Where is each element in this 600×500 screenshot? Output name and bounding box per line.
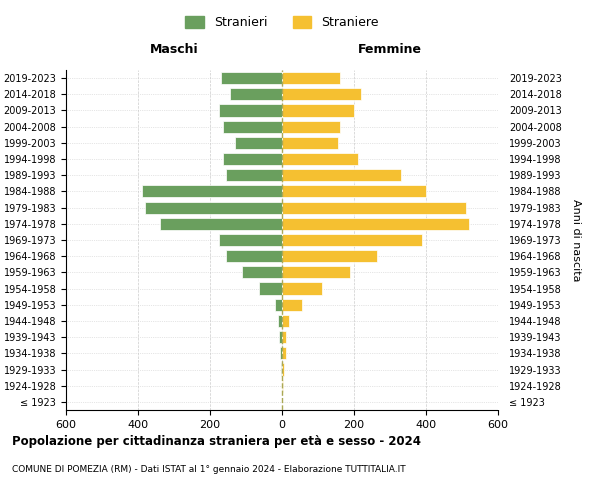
Bar <box>282 266 350 278</box>
Bar <box>235 137 282 149</box>
Bar <box>282 153 358 165</box>
Bar <box>282 218 469 230</box>
Bar <box>219 234 282 246</box>
Text: COMUNE DI POMEZIA (RM) - Dati ISTAT al 1° gennaio 2024 - Elaborazione TUTTITALIA: COMUNE DI POMEZIA (RM) - Dati ISTAT al 1… <box>12 465 406 474</box>
Bar <box>282 331 286 343</box>
Bar <box>219 104 282 117</box>
Bar <box>282 72 340 84</box>
Bar <box>282 137 338 149</box>
Bar <box>226 169 282 181</box>
Bar <box>282 282 322 294</box>
Bar <box>282 104 354 117</box>
Bar <box>275 298 282 311</box>
Bar <box>221 72 282 84</box>
Bar <box>223 153 282 165</box>
Bar <box>279 331 282 343</box>
Bar <box>281 364 282 376</box>
Text: Maschi: Maschi <box>149 44 199 57</box>
Bar <box>142 186 282 198</box>
Bar <box>282 120 340 132</box>
Bar <box>282 364 284 376</box>
Bar <box>282 186 426 198</box>
Text: Popolazione per cittadinanza straniera per età e sesso - 2024: Popolazione per cittadinanza straniera p… <box>12 435 421 448</box>
Bar <box>282 380 283 392</box>
Bar <box>282 234 422 246</box>
Bar <box>282 202 466 213</box>
Bar <box>226 250 282 262</box>
Bar <box>259 282 282 294</box>
Bar <box>242 266 282 278</box>
Bar <box>282 88 361 101</box>
Y-axis label: Anni di nascita: Anni di nascita <box>571 198 581 281</box>
Bar <box>282 250 377 262</box>
Bar <box>160 218 282 230</box>
Legend: Stranieri, Straniere: Stranieri, Straniere <box>180 11 384 34</box>
Bar <box>223 120 282 132</box>
Bar <box>282 348 286 360</box>
Bar <box>280 348 282 360</box>
Bar <box>145 202 282 213</box>
Bar <box>282 298 302 311</box>
Bar <box>282 169 401 181</box>
Bar <box>282 315 289 327</box>
Bar <box>230 88 282 101</box>
Text: Femmine: Femmine <box>358 44 422 57</box>
Bar <box>278 315 282 327</box>
